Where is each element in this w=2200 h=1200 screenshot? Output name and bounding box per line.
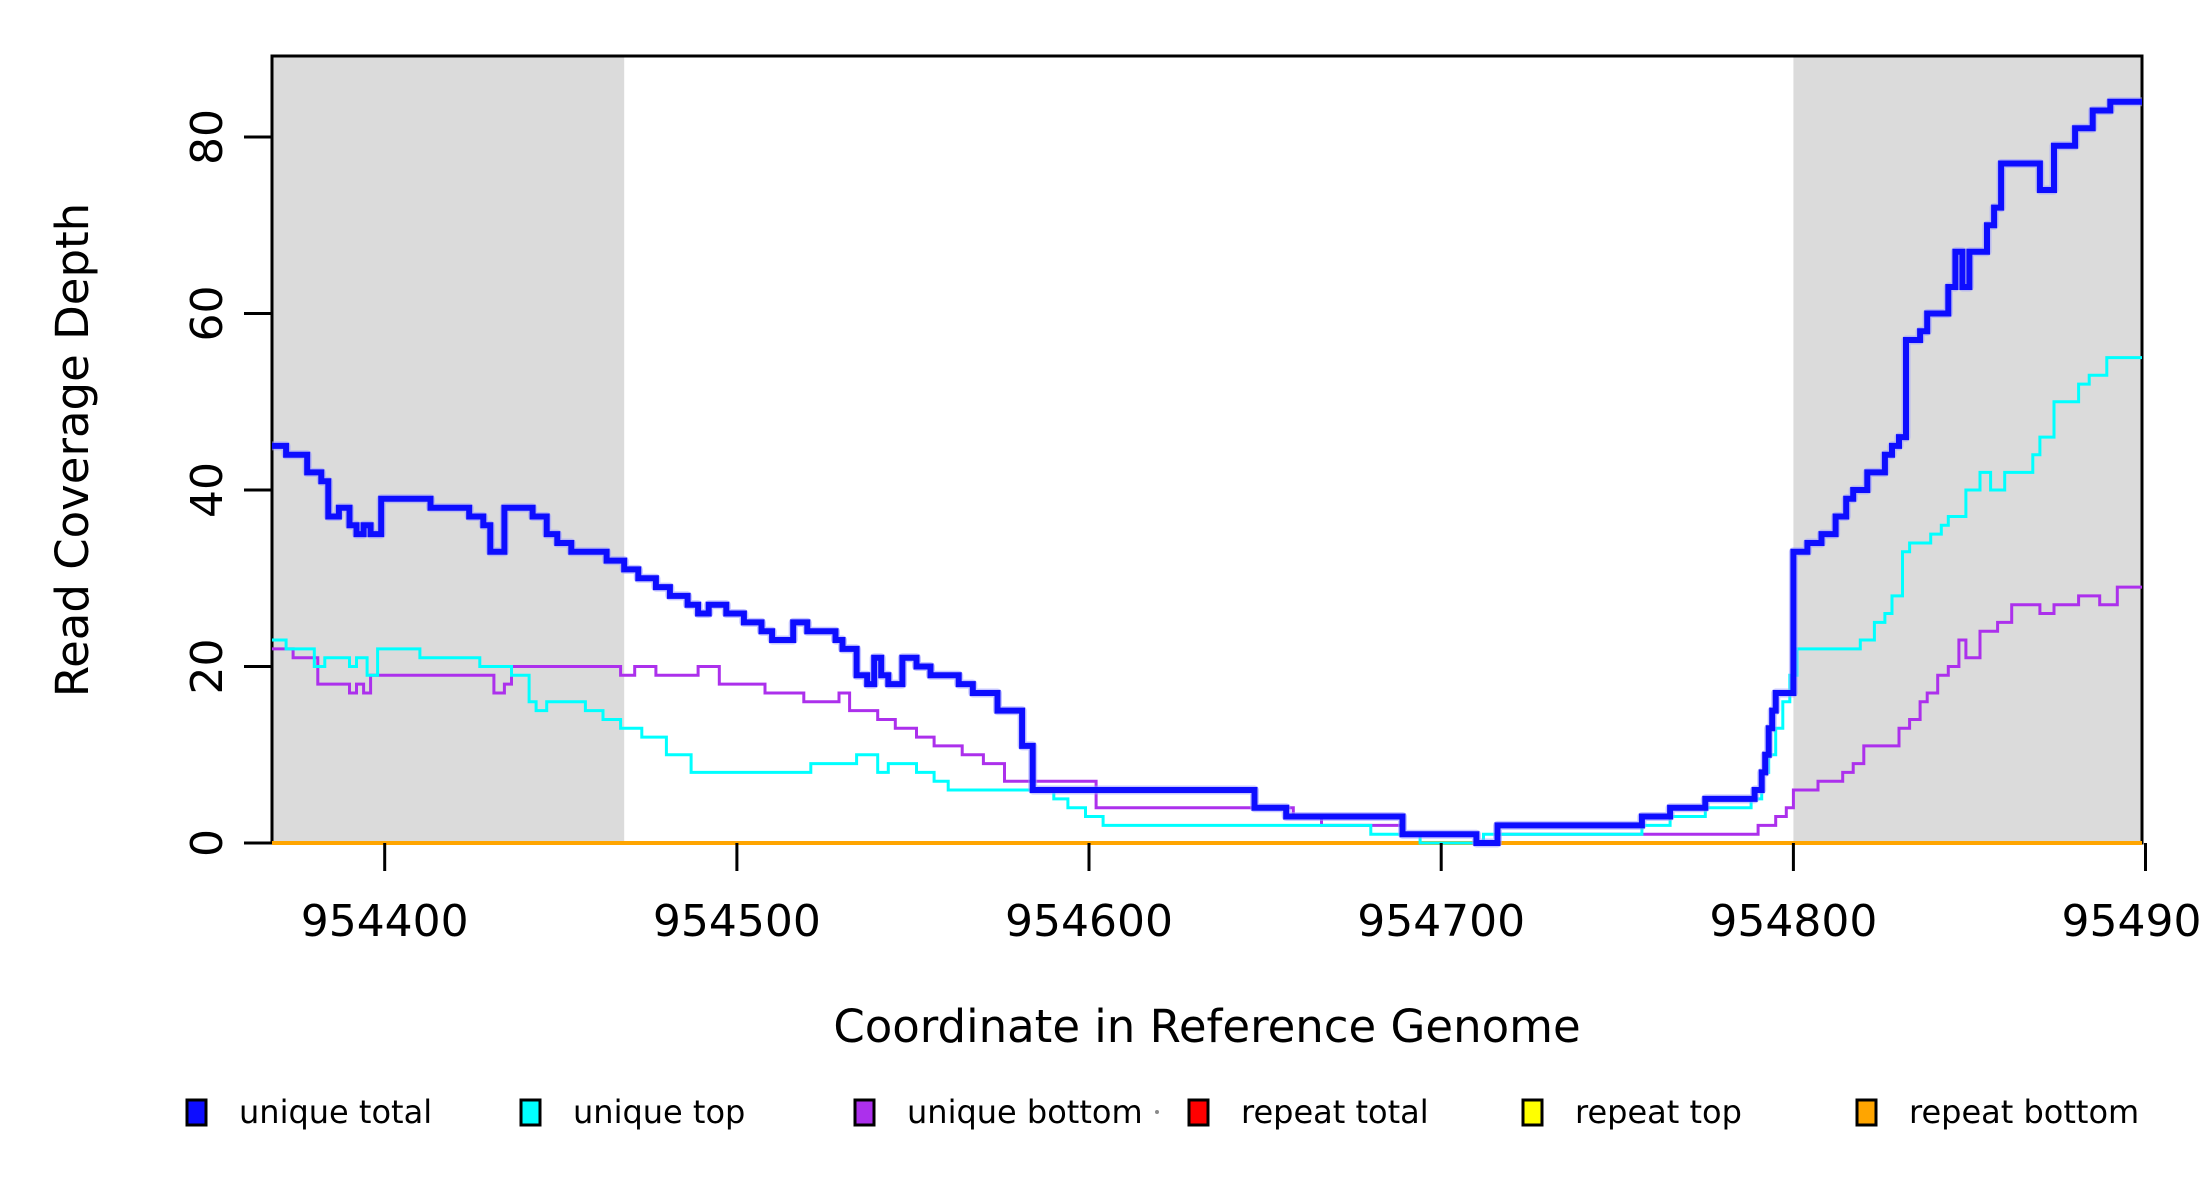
- speck-artifact: [1155, 1110, 1159, 1114]
- legend-label-repeat-bottom: repeat bottom: [1909, 1093, 2139, 1131]
- legend-swatch-repeat-total: [1187, 1098, 1210, 1127]
- x-tick-label-954800: 954800: [1709, 896, 1877, 947]
- shaded-regions: [272, 56, 2142, 843]
- x-tick-label-954400: 954400: [301, 896, 469, 947]
- x-tick-label-954700: 954700: [1357, 896, 1525, 947]
- legend-swatch-unique-bottom: [853, 1098, 876, 1127]
- y-tick-label-80: 80: [182, 109, 233, 165]
- y-axis-ticks: [244, 135, 272, 845]
- legend-label-repeat-total: repeat total: [1241, 1093, 1429, 1131]
- legend-swatch-unique-top: [519, 1098, 542, 1127]
- x-axis-title: Coordinate in Reference Genome: [833, 1000, 1580, 1053]
- legend-swatch-repeat-top: [1521, 1098, 1544, 1127]
- series-lines: [272, 97, 2142, 848]
- legend-label-repeat-top: repeat top: [1575, 1093, 1742, 1131]
- y-tick-label-20: 20: [182, 639, 233, 695]
- x-tick-label-954500: 954500: [653, 896, 821, 947]
- legend-swatch-unique-total: [185, 1098, 208, 1127]
- x-tick-label-954600: 954600: [1005, 896, 1173, 947]
- y-axis-tick-labels: 0 20 40 60 80: [182, 109, 233, 857]
- right-shaded-region: [1793, 56, 2142, 843]
- x-axis-ticks: [383, 843, 2147, 871]
- series-unique-top: [272, 356, 2142, 845]
- legend-label-unique-bottom: unique bottom: [907, 1093, 1143, 1131]
- y-tick-label-60: 60: [182, 286, 233, 342]
- y-tick-label-40: 40: [182, 462, 233, 518]
- legend-swatch-repeat-bottom: [1855, 1098, 1878, 1127]
- legend: unique total unique top unique bottom repea…: [185, 1093, 2139, 1131]
- left-shaded-region: [272, 56, 625, 843]
- legend-label-unique-total: unique total: [239, 1093, 432, 1131]
- y-axis-title: Read Coverage Depth: [46, 203, 99, 697]
- series-unique-total: [272, 98, 2142, 846]
- y-tick-label-0: 0: [182, 829, 233, 857]
- legend-label-unique-top: unique top: [573, 1093, 745, 1131]
